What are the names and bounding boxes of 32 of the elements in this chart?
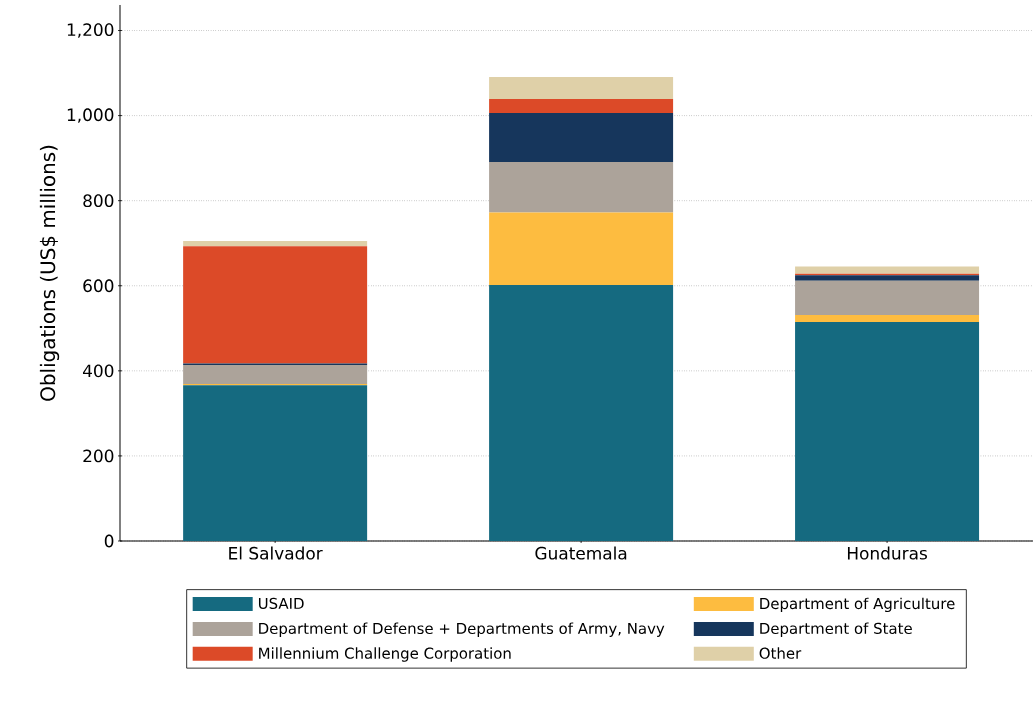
bar (183, 385, 368, 541)
legend-label: Millennium Challenge Corporation (259, 647, 511, 662)
bar (183, 241, 368, 247)
bar (489, 284, 674, 541)
y-tick-label: 800 (83, 194, 114, 208)
y-tick-label: 200 (83, 449, 114, 463)
bar (183, 364, 368, 385)
y-tick-label: 600 (83, 279, 114, 293)
bar (489, 99, 674, 114)
legend-label: Department of Agriculture (760, 597, 955, 613)
bar (489, 161, 674, 213)
y-tick-label: 0 (104, 534, 114, 548)
legend-label: Department of Defense + Departments of Army, Navy (259, 622, 665, 637)
x-tick-label: Honduras (847, 546, 927, 560)
y-tick-label: 400 (82, 364, 114, 378)
bar (489, 212, 674, 285)
bar (489, 76, 674, 100)
x-tick-label: El Salvador (229, 546, 323, 560)
bar (183, 246, 368, 364)
bar (795, 280, 980, 316)
legend-label: Other (759, 647, 802, 659)
x-tick-label: Guatemala (535, 546, 627, 560)
y-tick-label: 1,000 (67, 108, 114, 123)
bar (795, 275, 980, 281)
legend-label: USAID (258, 597, 304, 610)
y-axis-title: Obligations (US$ millions) (39, 145, 60, 401)
bar (795, 321, 980, 541)
legend-label: Department of State (760, 622, 912, 637)
bar (795, 266, 980, 274)
y-tick-label: 1,200 (67, 23, 114, 38)
bar (795, 315, 980, 322)
bar (489, 113, 674, 162)
